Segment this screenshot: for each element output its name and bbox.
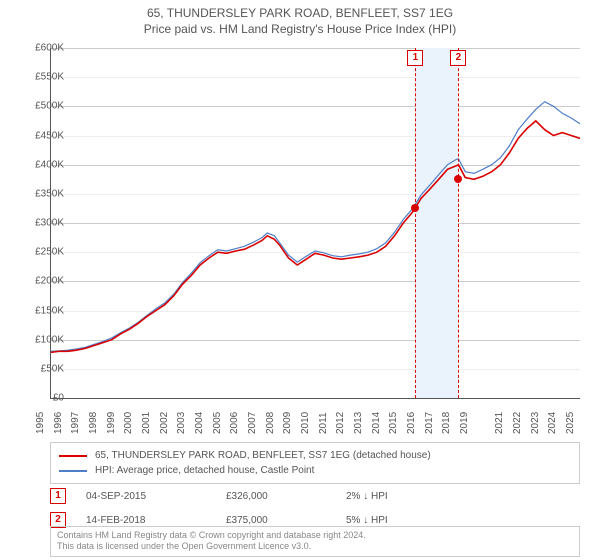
series-price_paid [50,121,580,353]
marker-badge: 1 [407,50,423,66]
x-tick-label: 2024 [547,412,558,434]
x-tick-label: 1995 [35,412,46,434]
x-tick-label: 1998 [88,412,99,434]
x-tick-label: 2010 [300,412,311,434]
x-tick-label: 2009 [282,412,293,434]
y-tick-label: £550K [18,72,64,83]
x-tick-label: 2014 [371,412,382,434]
sale-price: £375,000 [226,515,326,526]
x-tick-label: 2019 [459,412,470,434]
x-tick-label: 2022 [512,412,523,434]
x-tick-label: 2008 [265,412,276,434]
series-hpi [50,102,580,352]
y-tick-label: £50K [18,363,64,374]
x-tick-label: 2003 [176,412,187,434]
sale-price: £326,000 [226,491,326,502]
y-tick-label: £300K [18,218,64,229]
y-tick-label: £100K [18,334,64,345]
x-tick-label: 1997 [70,412,81,434]
y-tick-label: £200K [18,276,64,287]
legend-item: HPI: Average price, detached house, Cast… [59,463,571,478]
marker-point [454,175,462,183]
x-tick-label: 2001 [141,412,152,434]
y-tick-label: £600K [18,43,64,54]
sale-date: 14-FEB-2018 [86,515,206,526]
title-line-2: Price paid vs. HM Land Registry's House … [0,22,600,38]
legend-label: HPI: Average price, detached house, Cast… [95,463,314,478]
x-tick-label: 2011 [318,412,329,434]
x-tick-label: 2006 [229,412,240,434]
y-tick-label: £150K [18,305,64,316]
marker-line [458,48,459,398]
legend-item: 65, THUNDERSLEY PARK ROAD, BENFLEET, SS7… [59,448,571,463]
x-tick-label: 2025 [565,412,576,434]
legend-swatch [59,455,87,457]
sale-diff: 2% ↓ HPI [346,491,466,502]
attribution-line-2: This data is licensed under the Open Gov… [57,541,573,552]
legend-label: 65, THUNDERSLEY PARK ROAD, BENFLEET, SS7… [95,448,431,463]
line-plot [50,48,580,398]
x-tick-label: 1999 [106,412,117,434]
x-tick-label: 2015 [388,412,399,434]
x-tick-label: 2004 [194,412,205,434]
x-tick-label: 2007 [247,412,258,434]
y-tick-label: £0 [18,393,64,404]
attribution: Contains HM Land Registry data © Crown c… [50,526,580,557]
y-tick-label: £400K [18,159,64,170]
x-tick-label: 2021 [494,412,505,434]
marker-line [415,48,416,398]
y-tick-label: £250K [18,247,64,258]
x-tick-label: 1996 [53,412,64,434]
y-tick-label: £350K [18,188,64,199]
x-tick-label: 2000 [123,412,134,434]
marker-badge: 2 [450,50,466,66]
title-line-1: 65, THUNDERSLEY PARK ROAD, BENFLEET, SS7… [0,6,600,22]
chart-title: 65, THUNDERSLEY PARK ROAD, BENFLEET, SS7… [0,0,600,37]
legend: 65, THUNDERSLEY PARK ROAD, BENFLEET, SS7… [50,442,580,484]
y-tick-label: £450K [18,130,64,141]
x-tick-label: 2018 [441,412,452,434]
x-tick-label: 2023 [530,412,541,434]
attribution-line-1: Contains HM Land Registry data © Crown c… [57,530,573,541]
sales-table: 1 04-SEP-2015 £326,000 2% ↓ HPI 2 14-FEB… [50,484,580,532]
x-tick-label: 2012 [335,412,346,434]
x-tick-label: 2017 [424,412,435,434]
x-tick-label: 2013 [353,412,364,434]
marker-point [411,204,419,212]
x-tick-label: 2005 [212,412,223,434]
y-tick-label: £500K [18,101,64,112]
sale-date: 04-SEP-2015 [86,491,206,502]
sale-diff: 5% ↓ HPI [346,515,466,526]
x-axis [50,398,580,399]
x-tick-label: 2002 [159,412,170,434]
x-tick-label: 2016 [406,412,417,434]
sale-marker-badge: 1 [50,488,66,504]
legend-swatch [59,470,87,472]
sale-row: 1 04-SEP-2015 £326,000 2% ↓ HPI [50,484,580,508]
price-chart [50,48,580,398]
